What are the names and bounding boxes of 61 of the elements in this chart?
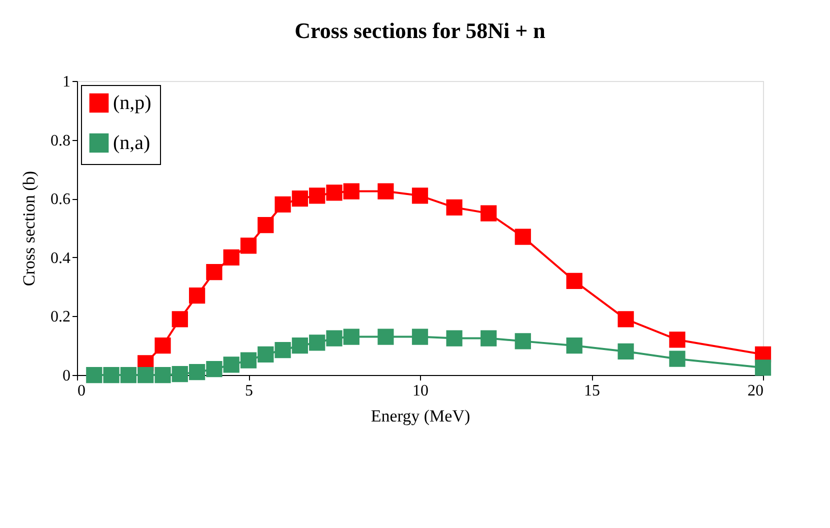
point — [188, 364, 206, 380]
point — [274, 342, 291, 358]
point — [326, 184, 342, 201]
point — [669, 350, 686, 367]
point — [566, 272, 582, 289]
point — [188, 288, 206, 304]
point — [274, 196, 291, 213]
y-tick-label: 0 — [62, 368, 70, 384]
point — [480, 330, 497, 346]
point — [343, 183, 360, 200]
point — [378, 328, 394, 345]
point — [292, 190, 308, 207]
point — [378, 183, 394, 200]
point — [103, 366, 120, 384]
point — [309, 334, 326, 351]
point — [618, 343, 634, 360]
point — [669, 332, 686, 348]
point — [240, 238, 257, 254]
legend-label: (n,p) — [113, 92, 152, 114]
point — [292, 338, 308, 354]
y-tick-label: 0.4 — [50, 250, 70, 267]
point — [309, 188, 326, 204]
y-tick-label: 0.2 — [50, 308, 70, 326]
point — [258, 217, 274, 234]
legend-label: (n,a) — [113, 132, 150, 154]
point — [412, 188, 428, 204]
y-tick-label: 0.6 — [50, 191, 70, 208]
point — [240, 352, 257, 368]
point — [120, 366, 137, 384]
point — [223, 249, 240, 266]
point — [480, 205, 497, 222]
x-tick-label: 20 — [748, 382, 764, 400]
point — [223, 356, 240, 373]
point — [412, 328, 428, 345]
point — [138, 366, 154, 384]
point — [446, 330, 462, 346]
point — [206, 361, 222, 378]
point — [566, 338, 582, 354]
point — [154, 338, 171, 354]
point — [206, 264, 222, 280]
x-axis-title: Energy (MeV) — [370, 406, 470, 426]
y-tick-label: 1 — [62, 74, 70, 90]
point — [514, 228, 531, 245]
point — [754, 360, 772, 376]
point — [172, 311, 188, 328]
point — [172, 366, 188, 382]
point — [618, 311, 634, 328]
point — [258, 346, 274, 362]
point — [446, 199, 462, 216]
point — [154, 366, 171, 384]
x-tick-label: 15 — [584, 382, 600, 400]
x-tick-label: 10 — [412, 382, 428, 400]
y-axis-title: Cross section (b) — [20, 170, 38, 286]
point — [86, 366, 102, 384]
y-tick-label: 0.8 — [50, 132, 70, 150]
x-tick-label: 0 — [78, 382, 86, 400]
point — [326, 330, 342, 346]
point — [514, 333, 531, 350]
chart-title: Cross sections for 58Ni + n — [294, 18, 546, 43]
x-tick-label: 5 — [245, 382, 253, 400]
point — [343, 328, 360, 345]
